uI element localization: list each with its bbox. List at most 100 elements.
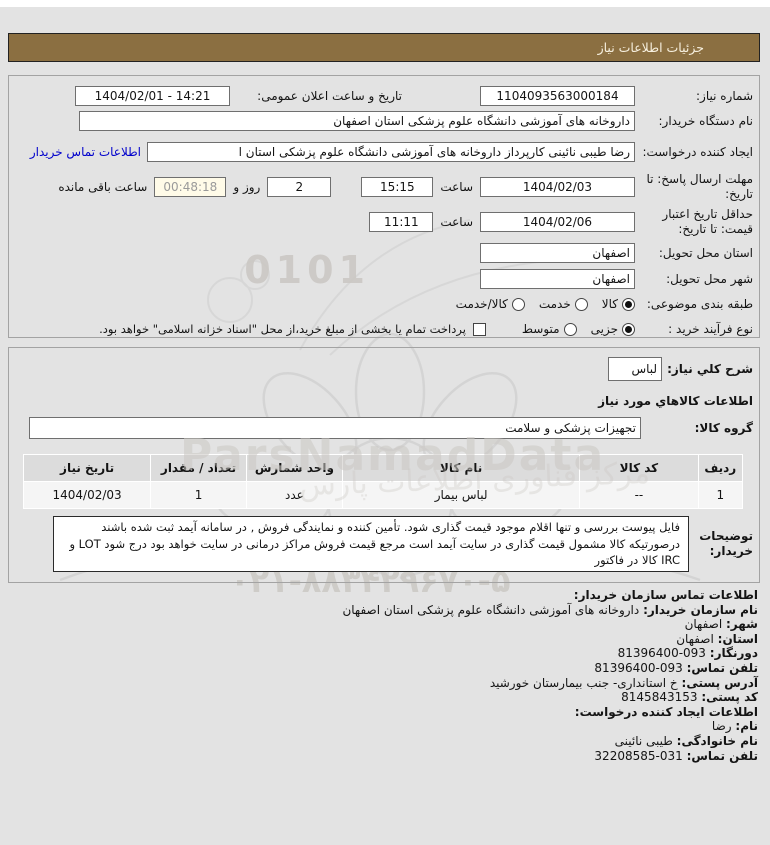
cell-row-number: 1 xyxy=(697,481,744,509)
creator-row: ایجاد کننده درخواست: رضا طیبی نائینی کار… xyxy=(15,134,753,170)
radio-goods[interactable] xyxy=(622,297,635,311)
buyer-org-row: نام دستگاه خریدار: داروخانه های آموزشی د… xyxy=(15,110,753,132)
deadline-time-field[interactable]: 15:15 xyxy=(361,177,434,197)
contact-line: نام خانوادگی: طیبی نائینی xyxy=(10,734,758,749)
city-contact-label: شهر: xyxy=(726,617,758,632)
buyer-contact-link[interactable]: اطلاعات تماس خریدار xyxy=(29,145,141,159)
deadline-date-field[interactable]: 1404/02/03 xyxy=(480,177,635,197)
need-number-label: شماره نیاز: xyxy=(696,88,753,103)
fax-value: 81396400-093 xyxy=(617,646,706,661)
goods-group-label: گروه کالا: xyxy=(694,420,753,435)
treasury-checkbox-label: پرداخت تمام یا بخشی از مبلغ خرید،از محل … xyxy=(99,321,466,336)
deadline-days-field[interactable]: 2 xyxy=(267,177,332,197)
contact-line: نام: رضا xyxy=(10,719,758,734)
deadline-days-label: روز و xyxy=(233,179,261,194)
deadline-label: مهلت ارسال پاسخ: تا تاریخ: xyxy=(646,172,753,201)
items-table-header-row: ردیف کد کالا نام کالا واحد شمارش تعداد /… xyxy=(22,454,744,482)
col-item-name: نام کالا xyxy=(341,454,581,482)
contact-line: شهر: اصفهان xyxy=(10,617,758,632)
goods-info-panel: شرح کلي نیاز: لباس اطلاعات کالاهاي مورد … xyxy=(8,347,760,583)
contact-line: تلفن تماس: 32208585-031 xyxy=(10,749,758,764)
postal-address-value: خ استانداری- جنب بیمارستان خورشید xyxy=(489,675,678,690)
province-label: استان محل تحویل: xyxy=(658,245,753,260)
need-number-row: شماره نیاز: 1104093563000184 تاریخ و ساع… xyxy=(15,85,753,107)
radio-minor[interactable] xyxy=(622,322,635,336)
radio-minor-label: جزیی xyxy=(590,322,618,336)
radio-medium[interactable] xyxy=(563,322,577,336)
postal-code-label: کد پستی: xyxy=(701,690,758,705)
first-name-value: رضا xyxy=(711,719,732,734)
creator-field[interactable]: رضا طیبی نائینی کارپرداز داروخانه های آم… xyxy=(147,142,635,162)
goods-group-row: گروه کالا: تجهیزات پزشکی و سلامت xyxy=(15,416,753,440)
need-desc-label: شرح کلي نیاز: xyxy=(667,361,753,376)
cell-item-code: -- xyxy=(579,481,699,509)
need-desc-row: شرح کلي نیاز: لباس xyxy=(15,356,753,382)
first-name-label: نام: xyxy=(735,719,758,734)
contact-section: اطلاعات تماس سازمان خریدار: نام سازمان خ… xyxy=(10,588,758,763)
need-desc-field[interactable]: لباس xyxy=(608,357,663,381)
need-number-field[interactable]: 1104093563000184 xyxy=(480,86,635,106)
goods-group-field[interactable]: تجهیزات پزشکی و سلامت xyxy=(29,417,641,439)
radio-service-label: خدمت xyxy=(538,297,571,311)
radio-goods-service[interactable] xyxy=(511,297,525,311)
goods-heading-text: اطلاعات کالاهاي مورد نیاز xyxy=(598,394,753,408)
last-name-label: نام خانوادگی: xyxy=(676,733,758,748)
buyer-notes-row: توضیحات خریدار: فایل پیوست بررسی و تنها … xyxy=(15,514,753,574)
category-label: طبقه بندی موضوعی: xyxy=(646,296,753,311)
postal-address-label: آدرس پستی: xyxy=(681,675,758,690)
top-strip xyxy=(0,0,770,7)
items-table: ردیف کد کالا نام کالا واحد شمارش تعداد /… xyxy=(22,454,744,509)
buyer-org-field[interactable]: داروخانه های آموزشی دانشگاه علوم پزشکی ا… xyxy=(79,111,635,131)
radio-service[interactable] xyxy=(574,297,588,311)
validity-hour-label: ساعت xyxy=(440,214,473,229)
postal-code-value: 8145843153 xyxy=(621,690,698,705)
radio-goods-service-label: کالا/خدمت xyxy=(455,297,508,311)
deadline-hour-label: ساعت xyxy=(440,179,473,194)
process-type-row: نوع فرآیند خرید : جزیی متوسط پرداخت تمام… xyxy=(15,317,753,341)
col-need-date: تاریخ نیاز xyxy=(22,454,152,482)
contact-line: تلفن تماس: 81396400-093 xyxy=(10,661,758,676)
cell-need-date: 1404/02/03 xyxy=(22,481,152,509)
contact-line: استان: اصفهان xyxy=(10,632,758,647)
deadline-countdown: 00:48:18 xyxy=(154,177,227,197)
treasury-checkbox[interactable] xyxy=(472,322,486,336)
org-name-label: نام سازمان خریدار: xyxy=(643,602,758,617)
province-contact-label: استان: xyxy=(717,631,758,646)
col-row-number: ردیف xyxy=(697,454,744,482)
last-name-value: طیبی نائینی xyxy=(614,733,673,748)
table-row: 1 -- لباس بیمار عدد 1 1404/02/03 xyxy=(22,481,744,509)
creator-phone-label: تلفن تماس: xyxy=(686,748,758,763)
phone-label: تلفن تماس: xyxy=(686,660,758,675)
radio-goods-label: کالا xyxy=(601,297,618,311)
validity-date-field[interactable]: 1404/02/06 xyxy=(480,212,635,232)
page-title: جزئیات اطلاعات نیاز xyxy=(8,33,760,62)
validity-row: حداقل تاریخ اعتبار قیمت: تا تاریخ: 1404/… xyxy=(15,204,753,240)
deadline-row: مهلت ارسال پاسخ: تا تاریخ: 1404/02/03 سا… xyxy=(15,169,753,205)
org-name-value: داروخانه های آموزشی دانشگاه علوم پزشکی ا… xyxy=(342,602,640,617)
deadline-remaining-label: ساعت باقی مانده xyxy=(58,179,148,194)
province-row: استان محل تحویل: اصفهان xyxy=(15,242,753,264)
col-item-code: کد کالا xyxy=(579,454,699,482)
category-row: طبقه بندی موضوعی: کالا خدمت کالا/خدمت xyxy=(15,292,753,316)
cell-item-name: لباس بیمار xyxy=(341,481,581,509)
radio-medium-label: متوسط xyxy=(521,322,560,336)
creator-contact-heading: اطلاعات ایجاد کننده درخواست: xyxy=(574,704,758,719)
fax-label: دورنگار: xyxy=(709,646,758,661)
creator-phone-value: 32208585-031 xyxy=(594,748,683,763)
contact-line: نام سازمان خریدار: داروخانه های آموزشی د… xyxy=(10,603,758,618)
city-field[interactable]: اصفهان xyxy=(480,269,635,289)
page-title-text: جزئیات اطلاعات نیاز xyxy=(597,40,704,55)
city-label: شهر محل تحویل: xyxy=(666,271,753,286)
buyer-org-label: نام دستگاه خریدار: xyxy=(658,113,754,128)
cell-unit: عدد xyxy=(245,481,343,509)
col-quantity: تعداد / مقدار xyxy=(150,454,247,482)
cell-quantity: 1 xyxy=(150,481,247,509)
announce-label: تاریخ و ساعت اعلان عمومی: xyxy=(257,88,402,103)
validity-label: حداقل تاریخ اعتبار قیمت: تا تاریخ: xyxy=(662,207,753,236)
validity-time-field[interactable]: 11:11 xyxy=(369,212,434,232)
city-contact-value: اصفهان xyxy=(684,617,723,632)
announce-field[interactable]: 1404/02/01 - 14:21 xyxy=(75,86,230,106)
province-field[interactable]: اصفهان xyxy=(480,243,635,263)
contact-line: کد پستی: 8145843153 xyxy=(10,690,758,705)
col-unit: واحد شمارش xyxy=(245,454,343,482)
